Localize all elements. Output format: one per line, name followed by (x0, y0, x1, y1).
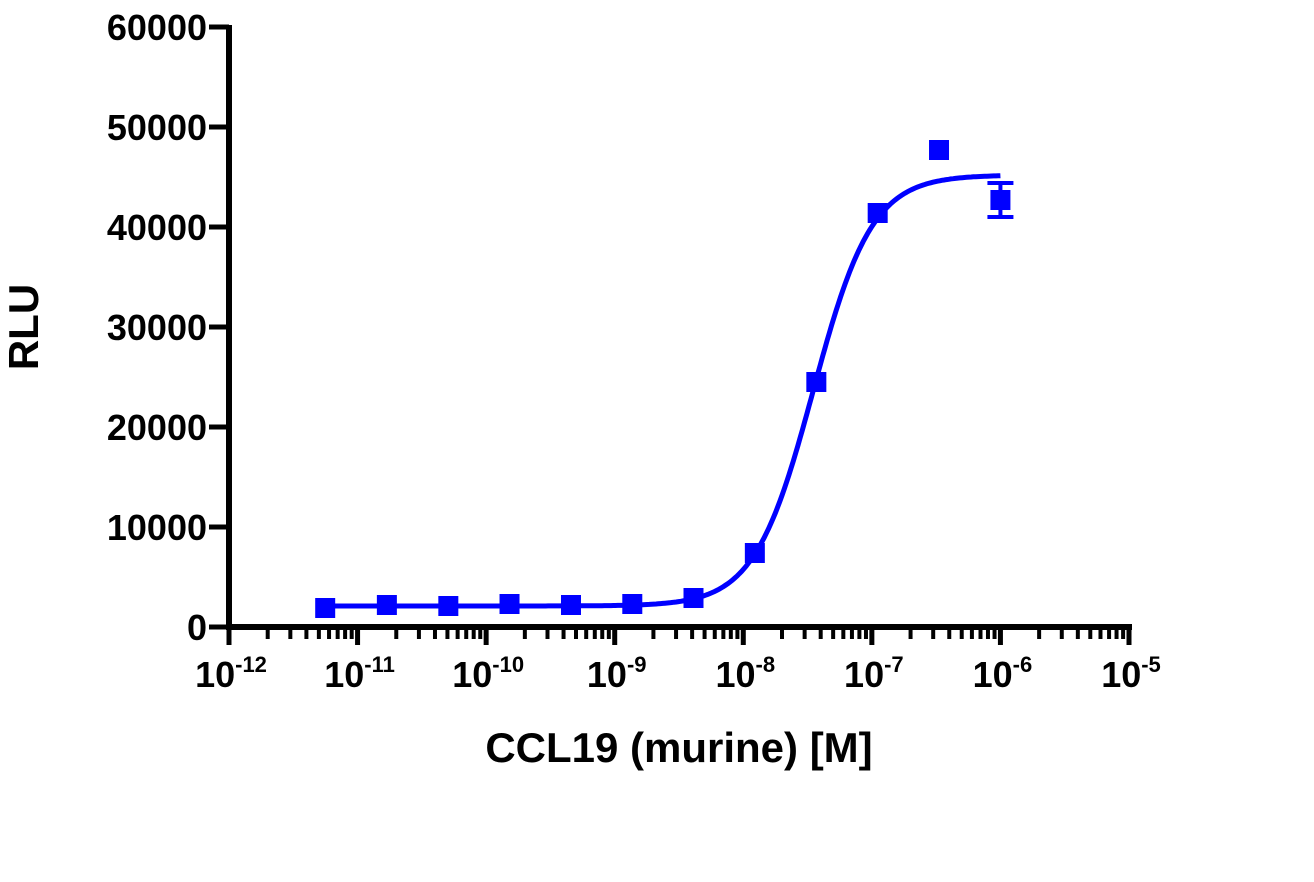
x-tick-label: 10-5 (1101, 652, 1161, 695)
y-tick-label: 30000 (107, 307, 207, 348)
y-tick-label: 20000 (107, 407, 207, 448)
y-tick-label: 50000 (107, 107, 207, 148)
data-point (744, 543, 765, 563)
x-tick-label: 10-8 (715, 652, 775, 695)
x-tick-label: 10-10 (452, 652, 524, 695)
y-axis-label: RLU (0, 284, 47, 370)
y-tick-label: 10000 (107, 507, 207, 548)
data-point (622, 594, 643, 614)
x-tick-label: 10-12 (195, 652, 267, 695)
axes (226, 25, 1132, 630)
y-tick-label: 40000 (107, 207, 207, 248)
data-point (990, 190, 1011, 210)
y-tick-label: 0 (187, 607, 207, 648)
data-point (499, 594, 520, 614)
data-point (376, 595, 397, 615)
data-point (683, 588, 704, 608)
ticks: 0 10000 20000 30000 40000 50000 60000 10-12 10-1… (107, 7, 1161, 695)
x-tick-label: 10-7 (844, 652, 904, 695)
data-point (929, 140, 950, 160)
data-points (315, 140, 1014, 618)
fit-curve (325, 173, 1001, 609)
data-point (560, 595, 581, 615)
y-tick-label: 60000 (107, 7, 207, 48)
x-axis-label: CCL19 (murine) [M] (485, 724, 872, 771)
data-point (867, 203, 888, 223)
data-point (438, 596, 459, 616)
data-point (315, 598, 336, 618)
x-tick-label: 10-6 (973, 652, 1033, 695)
x-tick-label: 10-9 (587, 652, 647, 695)
data-point (806, 372, 827, 392)
x-tick-label: 10-11 (324, 652, 395, 695)
